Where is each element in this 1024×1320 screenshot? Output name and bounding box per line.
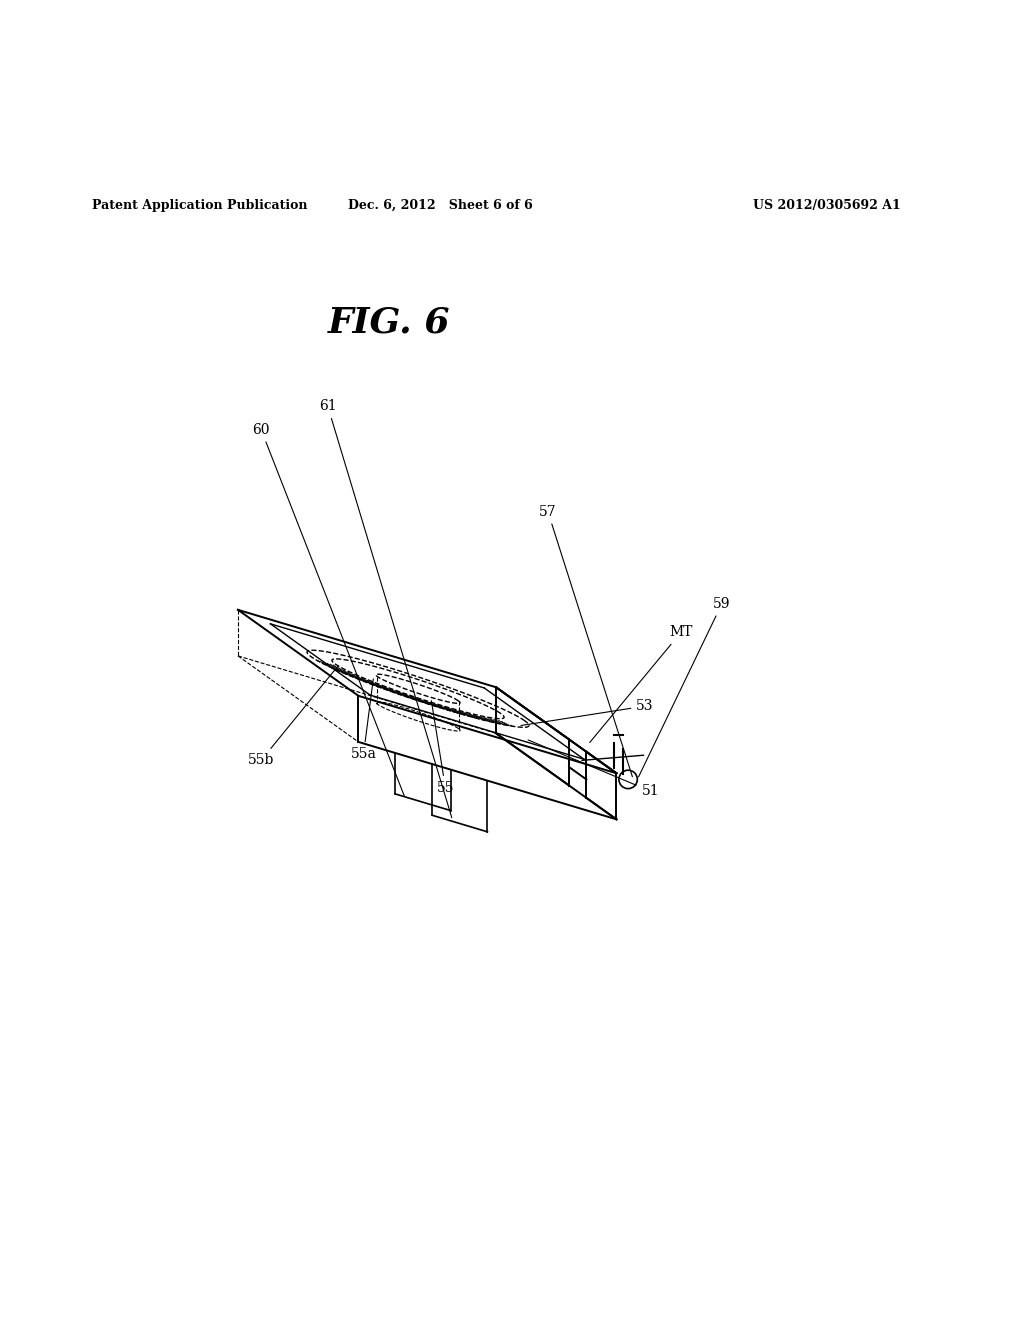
Text: 51: 51 (528, 741, 659, 799)
Text: 57: 57 (539, 504, 633, 776)
Text: 59: 59 (639, 597, 731, 777)
Text: 53: 53 (521, 700, 654, 726)
Text: Dec. 6, 2012   Sheet 6 of 6: Dec. 6, 2012 Sheet 6 of 6 (348, 199, 532, 211)
Text: 55b: 55b (248, 665, 338, 767)
Text: 61: 61 (318, 399, 452, 817)
Text: 55: 55 (431, 701, 455, 795)
Text: 60: 60 (252, 422, 404, 796)
Text: US 2012/0305692 A1: US 2012/0305692 A1 (754, 199, 901, 211)
Text: MT: MT (590, 626, 692, 742)
Text: 55a: 55a (350, 678, 377, 762)
Text: Patent Application Publication: Patent Application Publication (92, 199, 307, 211)
Text: FIG. 6: FIG. 6 (328, 305, 451, 339)
